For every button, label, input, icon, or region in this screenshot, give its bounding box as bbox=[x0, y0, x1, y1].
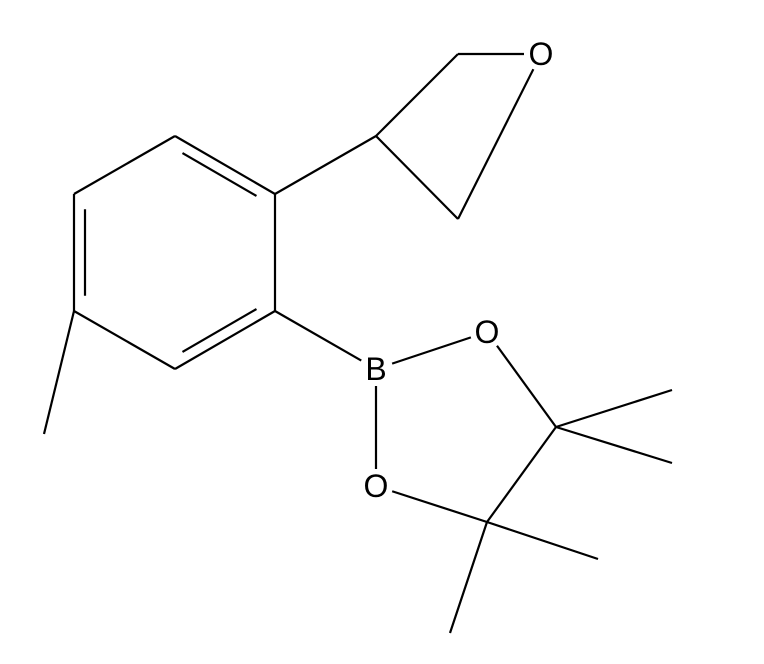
bond-line bbox=[487, 427, 556, 522]
atom-labels: O B O O bbox=[364, 36, 554, 504]
atom-label-O: O bbox=[529, 36, 554, 72]
bond-line bbox=[487, 522, 598, 559]
bond-line bbox=[376, 136, 458, 219]
bond-line bbox=[182, 153, 256, 196]
bond-line bbox=[497, 346, 556, 427]
bond-line bbox=[175, 136, 275, 194]
bonds bbox=[44, 54, 672, 633]
atom-label-B: B bbox=[365, 351, 386, 387]
bond-line bbox=[175, 311, 275, 369]
bond-line bbox=[275, 136, 376, 194]
bond-line bbox=[556, 390, 672, 427]
bond-line bbox=[74, 136, 175, 194]
atom-label-O: O bbox=[475, 314, 500, 350]
bond-line bbox=[44, 311, 74, 434]
bond-line bbox=[556, 427, 672, 463]
bond-line bbox=[182, 309, 256, 352]
bond-line bbox=[74, 311, 175, 369]
bond-line bbox=[392, 491, 487, 522]
atom-label-O: O bbox=[364, 468, 389, 504]
bond-line bbox=[275, 311, 361, 361]
bond-line bbox=[392, 337, 471, 363]
bond-line bbox=[376, 54, 458, 136]
bond-line bbox=[450, 522, 487, 633]
bond-line bbox=[458, 69, 533, 219]
molecule-diagram: O B O O bbox=[0, 0, 764, 664]
